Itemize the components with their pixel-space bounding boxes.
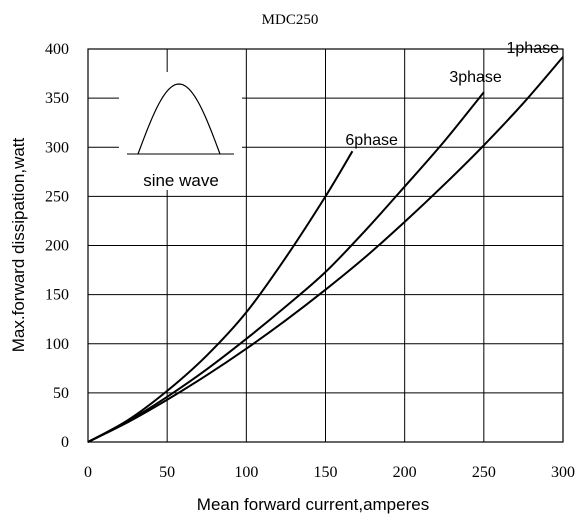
series-label-3phase: 3phase [449,69,502,86]
series-lines [87,56,564,443]
x-tick-label: 200 [393,464,417,481]
x-tick-label: 300 [551,464,575,481]
y-tick-label: 150 [45,287,69,304]
plot-frame [87,48,564,443]
axis-ticks: 0 50 100 150 200 250 300 0 50 100 150 200 250 300 350 4… [45,41,575,481]
sine-wave-inset: sine wave [119,72,242,190]
series-label-1phase: 1phase [507,40,560,57]
x-tick-label: 150 [314,464,338,481]
y-tick-label: 400 [45,41,69,58]
y-axis-label: Max.forward dissipation,watt [9,137,28,352]
x-axis-label: Mean forward current,amperes [197,495,429,514]
chart-title: MDC250 [262,12,319,28]
x-tick-label: 100 [234,464,258,481]
inset-background [119,72,242,190]
x-tick-label: 50 [159,464,175,481]
y-tick-label: 200 [45,238,69,255]
y-tick-label: 350 [45,90,69,107]
series-line-3phase [87,91,485,443]
y-tick-label: 100 [45,336,69,353]
y-tick-label: 50 [53,385,69,402]
series-line-6phase [87,150,354,443]
y-tick-label: 300 [45,139,69,156]
series-line-1phase [87,56,564,443]
inset-label: sine wave [143,171,219,190]
series-labels: 6phase 3phase 1phase [345,40,559,149]
y-tick-label: 0 [61,434,69,451]
x-tick-label: 250 [472,464,496,481]
y-tick-label: 250 [45,188,69,205]
x-tick-label: 0 [84,464,92,481]
sine-wave-icon [137,83,221,155]
series-label-6phase: 6phase [345,132,398,149]
